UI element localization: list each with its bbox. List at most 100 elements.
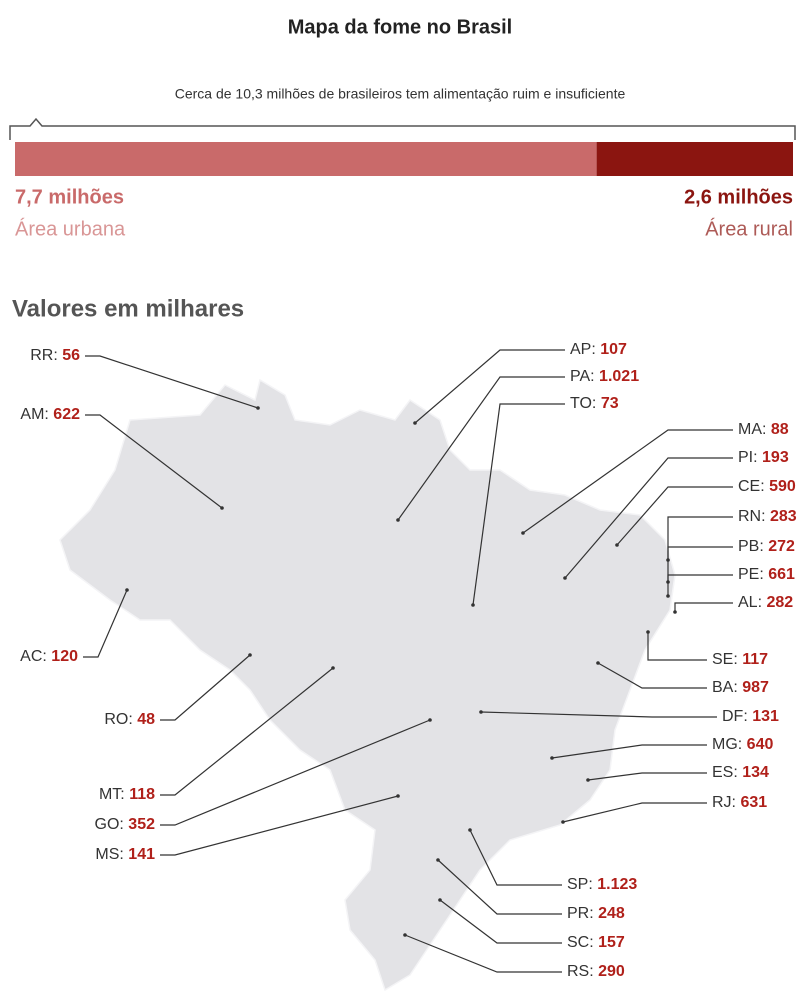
state-value: 282 — [766, 594, 793, 611]
state-dot — [220, 506, 224, 510]
leader-line — [551, 744, 707, 759]
leader-line — [160, 795, 399, 856]
state-label-text: MA: 88 — [738, 421, 789, 438]
state-dot — [563, 576, 567, 580]
state-dot — [615, 543, 619, 547]
state-label-text: DF: 131 — [722, 708, 779, 725]
state-label-text: RN: 283 — [738, 508, 797, 525]
state-value: 631 — [740, 794, 767, 811]
state-code: AP: — [570, 341, 600, 358]
state-dot — [673, 610, 677, 614]
state-dot — [396, 794, 400, 798]
state-label: MS: 141 — [95, 794, 400, 863]
state-label: MT: 118 — [99, 666, 335, 803]
state-label: SC: 157 — [438, 898, 625, 951]
bar-segment — [15, 142, 597, 176]
leader-line — [522, 429, 733, 534]
state-value: 131 — [752, 708, 779, 725]
state-dot — [561, 820, 565, 824]
state-label-text: SC: 157 — [567, 934, 625, 951]
state-label: AP: 107 — [413, 341, 627, 425]
state-value: 88 — [771, 421, 789, 438]
state-label-text: PA: 1.021 — [570, 368, 639, 385]
state-label: MA: 88 — [521, 421, 789, 535]
leader-line — [667, 516, 733, 560]
state-label-text: MG: 640 — [712, 736, 773, 753]
state-code: MA: — [738, 421, 771, 438]
state-dot — [666, 594, 670, 598]
leader-line — [647, 632, 707, 661]
leader-line — [85, 355, 259, 409]
state-code: CE: — [738, 478, 769, 495]
state-label-text: AP: 107 — [570, 341, 627, 358]
state-label-text: PE: 661 — [738, 566, 795, 583]
state-dot — [646, 630, 650, 634]
state-code: RN: — [738, 508, 770, 525]
state-value: 120 — [51, 648, 78, 665]
state-label-text: SE: 117 — [712, 651, 768, 668]
state-code: PE: — [738, 566, 768, 583]
state-label: SP: 1.123 — [468, 828, 637, 893]
state-label: CE: 590 — [615, 478, 796, 547]
state-label-text: BA: 987 — [712, 679, 769, 696]
leader-line — [667, 574, 733, 596]
state-label-text: TO: 73 — [570, 395, 619, 412]
state-label: RS: 290 — [403, 933, 625, 980]
leader-line — [85, 414, 223, 509]
state-dot — [479, 710, 483, 714]
state-code: RR: — [30, 347, 62, 364]
state-value: 352 — [128, 816, 155, 833]
state-value: 141 — [128, 846, 155, 863]
state-label: RO: 48 — [104, 653, 252, 728]
state-dot — [521, 531, 525, 535]
state-dot — [550, 756, 554, 760]
state-label-text: MS: 141 — [95, 846, 155, 863]
brazil-map — [59, 378, 676, 992]
state-value: 117 — [742, 651, 768, 668]
chart-subtitle: Cerca de 10,3 milhões de brasileiros tem… — [175, 86, 626, 102]
state-code: AM: — [20, 406, 53, 423]
state-label-text: RR: 56 — [30, 347, 80, 364]
state-code: SE: — [712, 651, 742, 668]
state-code: RS: — [567, 963, 598, 980]
state-dot — [436, 858, 440, 862]
state-value: 622 — [53, 406, 80, 423]
state-dot — [468, 828, 472, 832]
chart-title: Mapa da fome no Brasil — [288, 16, 513, 38]
leader-line — [437, 859, 562, 915]
state-value: 283 — [770, 508, 797, 525]
state-code: MG: — [712, 736, 747, 753]
state-value: 590 — [769, 478, 796, 495]
state-dot — [438, 898, 442, 902]
leader-line — [439, 899, 562, 944]
state-dot — [256, 406, 260, 410]
state-value: 1.123 — [597, 876, 637, 893]
leader-line — [397, 376, 565, 521]
state-code: MT: — [99, 786, 129, 803]
map-title: Valores em milhares — [12, 295, 244, 322]
state-code: RO: — [104, 711, 137, 728]
value-label: 7,7 milhões — [15, 186, 124, 208]
state-value: 272 — [768, 538, 795, 555]
bracket — [9, 117, 796, 140]
state-label: PI: 193 — [563, 449, 789, 580]
state-value: 134 — [742, 764, 769, 781]
state-label: AM: 622 — [20, 406, 224, 510]
state-value: 987 — [742, 679, 769, 696]
state-code: SC: — [567, 934, 598, 951]
state-label-text: SP: 1.123 — [567, 876, 637, 893]
leader-line — [160, 667, 334, 796]
state-code: AC: — [20, 648, 51, 665]
state-label: ES: 134 — [586, 764, 769, 782]
state-label-text: AC: 120 — [20, 648, 78, 665]
legend-label: Área rural — [705, 217, 793, 240]
state-dot — [471, 603, 475, 607]
state-code: GO: — [95, 816, 129, 833]
leader-line — [564, 457, 733, 579]
state-value: 107 — [600, 341, 627, 358]
state-label-text: RJ: 631 — [712, 794, 767, 811]
leader-line — [562, 802, 707, 823]
state-value: 118 — [129, 786, 155, 803]
